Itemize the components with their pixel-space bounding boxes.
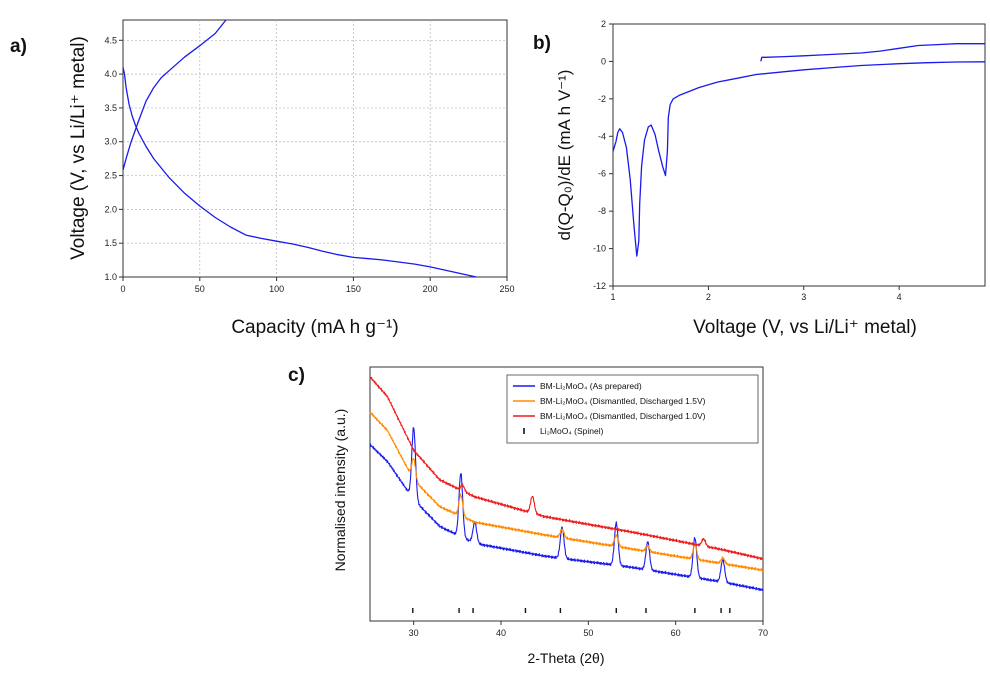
- xrd-series-2: [369, 411, 764, 572]
- x-tick-label: 3: [801, 292, 806, 302]
- legend-entry: BM-Li₂MoO₄ (As prepared): [540, 381, 642, 391]
- x-tick-label: 1: [610, 292, 615, 302]
- y-tick-label: 4.5: [104, 35, 117, 45]
- chart-b-series: [612, 43, 986, 257]
- y-tick-label: -2: [598, 94, 606, 104]
- x-tick-label: 60: [671, 628, 681, 638]
- chart-b-frame: [612, 23, 986, 287]
- x-tick-label: 0: [120, 284, 125, 294]
- legend-entry: BM-Li₂MoO₄ (Dismantled, Discharged 1.5V): [540, 396, 706, 406]
- chart-a: 0 50 100 150 200 2501.01.52.02.53.03.54.04.5 …: [68, 19, 515, 338]
- y-tick-label: -6: [598, 169, 606, 179]
- x-tick-label: 40: [496, 628, 506, 638]
- y-tick-label: 3.0: [104, 137, 117, 147]
- chart-c: 30 40 50 60 70 BM-Li₂MoO₄ (As prepared)BM-Li…: [332, 366, 768, 666]
- x-tick-label: 200: [423, 284, 438, 294]
- y-tick-label: 2: [601, 19, 606, 29]
- chart-c-reference-ticks: [412, 608, 731, 613]
- x-tick-label: 30: [409, 628, 419, 638]
- chart-c-ylabel: Normalised intensity (a.u.): [332, 409, 348, 572]
- y-tick-label: -10: [593, 244, 606, 254]
- xrd-series-3: [369, 376, 764, 561]
- reduction-curve: [612, 61, 986, 257]
- x-tick-label: 4: [897, 292, 902, 302]
- charge-curve: [122, 19, 227, 171]
- chart-a-grid: [123, 20, 507, 277]
- y-tick-label: 3.5: [104, 103, 117, 113]
- y-tick-label: 4.0: [104, 69, 117, 79]
- y-tick-label: 0: [601, 56, 606, 66]
- chart-b-ticks: 1 2 3 4 2 0 -2 -4 -6 -8 -10 -12: [593, 19, 902, 302]
- chart-c-series: [369, 376, 764, 592]
- x-tick-label: 50: [195, 284, 205, 294]
- x-tick-label: 150: [346, 284, 361, 294]
- chart-c-frame: [369, 366, 764, 622]
- y-tick-label: -8: [598, 206, 606, 216]
- y-tick-label: 1.0: [104, 272, 117, 282]
- x-tick-label: 70: [758, 628, 768, 638]
- legend-entry: BM-Li₂MoO₄ (Dismantled, Discharged 1.0V): [540, 411, 706, 421]
- chart-b-xlabel: Voltage (V, vs Li/Li⁺ metal): [693, 317, 917, 338]
- y-tick-label: 1.5: [104, 238, 117, 248]
- chart-a-xlabel: Capacity (mA h g⁻¹): [231, 317, 398, 338]
- panel-label-c: c): [288, 365, 305, 386]
- chart-a-ticks: 0 50 100 150 200 250 1.0 1.5 2.0 2.5 3.0 3.5 4.0 4.5: [104, 35, 514, 294]
- chart-c-ticks: 30 40 50 60 70: [409, 621, 768, 638]
- legend-entry: Li₂MoO₄ (Spinel): [540, 426, 604, 436]
- y-tick-label: 2.0: [104, 204, 117, 214]
- chart-c-legend: BM-Li₂MoO₄ (As prepared) BM-Li₂MoO₄ (Dism…: [506, 374, 759, 444]
- chart-a-series: [122, 19, 477, 278]
- panel-label-b: b): [533, 33, 551, 54]
- x-tick-label: 100: [269, 284, 284, 294]
- x-tick-label: 250: [499, 284, 514, 294]
- xrd-series-1: [369, 427, 764, 592]
- discharge-curve: [122, 67, 477, 278]
- y-tick-label: -4: [598, 131, 606, 141]
- y-tick-label: -12: [593, 281, 606, 291]
- legend-box: [506, 374, 759, 444]
- chart-c-xlabel: 2-Theta (2θ): [527, 650, 604, 666]
- x-tick-label: 2: [706, 292, 711, 302]
- y-tick-label: 2.5: [104, 171, 117, 181]
- chart-b-ylabel: d(Q-Q₀)/dE (mA h V⁻¹): [555, 70, 574, 241]
- x-tick-label: 50: [583, 628, 593, 638]
- chart-a-frame: [122, 19, 508, 278]
- oxidation-curve: [760, 43, 985, 62]
- chart-a-ylabel: Voltage (V, vs Li/Li⁺ metal): [68, 36, 89, 260]
- chart-b: 1 2 3 4 2 0 -2 -4 -6 -8 -10 -12 Voltage (V, vs Li/L…: [555, 19, 986, 338]
- panel-label-a: a): [10, 36, 27, 57]
